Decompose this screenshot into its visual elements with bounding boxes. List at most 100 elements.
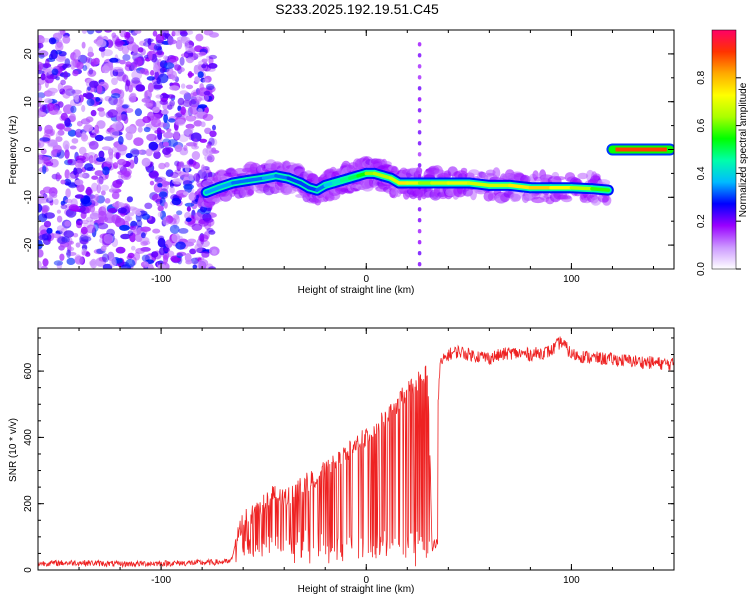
noise-point bbox=[194, 243, 203, 253]
colorbar-axes: 0.0 0.2 0.4 0.6 0.8 bbox=[696, 70, 741, 276]
noise-point bbox=[158, 162, 166, 170]
noise-point bbox=[50, 150, 57, 158]
noise-point bbox=[144, 70, 150, 76]
noise-point bbox=[172, 235, 183, 240]
streak-point bbox=[417, 119, 422, 124]
x-tick-label: -100 bbox=[151, 274, 171, 285]
colorbar-gradient bbox=[711, 29, 737, 270]
noise-point bbox=[154, 49, 165, 58]
noise-point bbox=[149, 180, 155, 186]
noise-point bbox=[74, 194, 85, 199]
noise-point bbox=[163, 131, 174, 139]
y-tick-label: 20 bbox=[23, 48, 34, 60]
snr-x-label: Height of straight line (km) bbox=[298, 584, 415, 595]
noise-point bbox=[85, 186, 92, 196]
noise-point bbox=[62, 35, 71, 44]
noise-point bbox=[51, 109, 62, 115]
streak-point bbox=[417, 64, 422, 69]
noise-point bbox=[123, 170, 131, 177]
noise-point bbox=[40, 37, 51, 43]
noise-point bbox=[140, 226, 151, 232]
noise-point bbox=[146, 76, 156, 81]
noise-point bbox=[175, 118, 186, 127]
noise-point bbox=[152, 84, 163, 90]
streak-point bbox=[417, 53, 422, 58]
noise-point bbox=[89, 195, 98, 204]
noise-point bbox=[102, 166, 110, 176]
noise-point bbox=[193, 138, 198, 148]
noise-point bbox=[124, 64, 133, 72]
noise-point bbox=[131, 77, 141, 84]
noise-point bbox=[185, 115, 197, 122]
noise-point bbox=[63, 127, 72, 132]
noise-point bbox=[147, 82, 154, 93]
noise-point bbox=[169, 186, 175, 194]
noise-point bbox=[183, 183, 195, 190]
noise-point bbox=[167, 35, 174, 46]
spectrogram-y-label: Frequency (Hz) bbox=[8, 116, 19, 185]
streak-point bbox=[417, 196, 422, 201]
ridge-core bbox=[204, 185, 221, 195]
noise-point bbox=[187, 71, 193, 79]
noise-point bbox=[65, 188, 71, 198]
noise-point bbox=[164, 247, 171, 252]
noise-point bbox=[197, 104, 208, 109]
noise-point bbox=[148, 51, 153, 61]
noise-point bbox=[69, 145, 77, 150]
noise-point bbox=[125, 126, 136, 134]
noise-point bbox=[167, 139, 178, 147]
noise-point bbox=[146, 133, 157, 142]
noise-point bbox=[72, 233, 79, 238]
noise-point bbox=[90, 258, 98, 269]
noise-point bbox=[40, 73, 46, 81]
streak-point bbox=[417, 163, 422, 168]
noise-point bbox=[65, 251, 77, 256]
noise-point bbox=[157, 183, 163, 188]
noise-point bbox=[180, 83, 186, 89]
noise-point bbox=[211, 249, 217, 255]
noise-point bbox=[155, 100, 162, 109]
noise-point bbox=[163, 55, 168, 61]
noise-point bbox=[170, 70, 177, 81]
noise-point bbox=[96, 120, 106, 129]
noise-point bbox=[82, 93, 87, 98]
noise-point bbox=[158, 235, 165, 241]
noise-point bbox=[51, 68, 59, 76]
noise-point bbox=[119, 30, 126, 38]
noise-point bbox=[204, 153, 215, 162]
noise-point bbox=[210, 138, 218, 146]
noise-point bbox=[117, 158, 127, 166]
noise-point bbox=[153, 64, 159, 73]
noise-point bbox=[119, 224, 130, 231]
noise-point bbox=[74, 52, 81, 61]
noise-point bbox=[175, 39, 183, 50]
noise-point bbox=[86, 30, 95, 35]
noise-point bbox=[179, 56, 185, 66]
noise-point bbox=[119, 114, 128, 121]
noise-point bbox=[62, 140, 70, 150]
noise-point bbox=[42, 258, 48, 266]
noise-point bbox=[157, 237, 166, 248]
noise-point bbox=[101, 65, 110, 74]
noise-point bbox=[174, 144, 183, 153]
noise-point bbox=[83, 124, 94, 132]
noise-point bbox=[76, 61, 84, 70]
noise-point bbox=[74, 159, 84, 169]
snr-y-label: SNR (10 * v/v) bbox=[8, 418, 19, 482]
noise-point bbox=[60, 112, 68, 121]
noise-point bbox=[90, 58, 97, 67]
noise-point bbox=[143, 41, 152, 47]
x-tick-label: 100 bbox=[563, 274, 580, 285]
noise-point bbox=[125, 131, 133, 141]
noise-point bbox=[74, 179, 84, 186]
noise-point bbox=[65, 198, 73, 204]
noise-point bbox=[68, 204, 80, 212]
noise-point bbox=[136, 219, 143, 228]
noise-point bbox=[103, 136, 115, 142]
ridge-core bbox=[508, 183, 533, 190]
noise-point bbox=[63, 230, 74, 238]
noise-point bbox=[192, 264, 198, 269]
ridge-halo bbox=[597, 193, 610, 203]
noise-point bbox=[101, 146, 112, 151]
noise-point bbox=[105, 157, 113, 164]
